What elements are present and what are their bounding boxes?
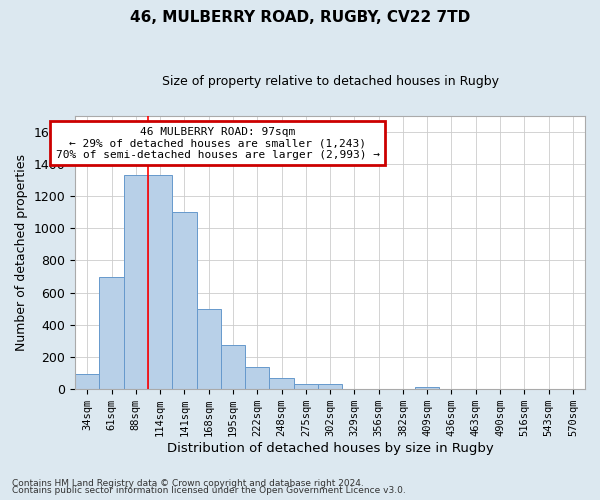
X-axis label: Distribution of detached houses by size in Rugby: Distribution of detached houses by size … bbox=[167, 442, 493, 455]
Bar bbox=[100, 276, 124, 389]
Title: Size of property relative to detached houses in Rugby: Size of property relative to detached ho… bbox=[161, 75, 499, 88]
Text: 46, MULBERRY ROAD, RUGBY, CV22 7TD: 46, MULBERRY ROAD, RUGBY, CV22 7TD bbox=[130, 10, 470, 25]
Bar bbox=[75, 374, 100, 389]
Text: Contains HM Land Registry data © Crown copyright and database right 2024.: Contains HM Land Registry data © Crown c… bbox=[12, 478, 364, 488]
Bar bbox=[124, 175, 148, 389]
Bar bbox=[318, 384, 342, 389]
Y-axis label: Number of detached properties: Number of detached properties bbox=[15, 154, 28, 351]
Bar bbox=[148, 175, 172, 389]
Bar bbox=[221, 345, 245, 389]
Bar bbox=[197, 308, 221, 389]
Bar bbox=[245, 368, 269, 389]
Bar bbox=[269, 378, 293, 389]
Bar bbox=[415, 387, 439, 389]
Bar bbox=[172, 212, 197, 389]
Text: Contains public sector information licensed under the Open Government Licence v3: Contains public sector information licen… bbox=[12, 486, 406, 495]
Text: 46 MULBERRY ROAD: 97sqm
← 29% of detached houses are smaller (1,243)
70% of semi: 46 MULBERRY ROAD: 97sqm ← 29% of detache… bbox=[56, 126, 380, 160]
Bar bbox=[293, 384, 318, 389]
